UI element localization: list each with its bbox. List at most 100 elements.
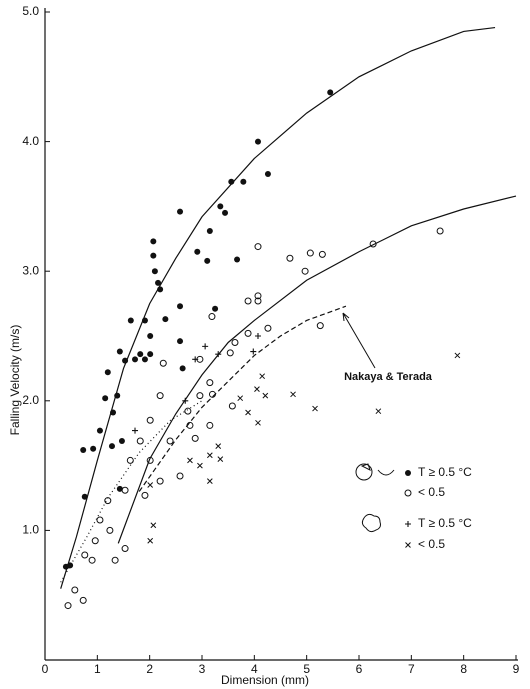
open-point xyxy=(254,292,262,300)
filled-point xyxy=(81,493,88,500)
open-point xyxy=(79,596,87,604)
plus-point xyxy=(405,521,411,527)
open-point xyxy=(126,456,134,464)
plus-point xyxy=(132,427,139,434)
graupel-icon xyxy=(355,463,373,481)
open-point xyxy=(286,254,294,262)
cross-point xyxy=(206,452,213,459)
filled-point xyxy=(118,437,125,444)
plus-point xyxy=(254,333,261,339)
plus-point xyxy=(192,356,199,363)
open-point xyxy=(404,489,412,497)
open-point xyxy=(176,472,184,480)
y-tick-label: 2.0 xyxy=(22,393,39,407)
cross-point xyxy=(375,408,382,415)
x-tick-label: 5 xyxy=(303,662,310,676)
cross-point xyxy=(197,462,203,469)
annotation-arrow xyxy=(342,312,376,369)
filled-point xyxy=(327,89,334,96)
filled-point xyxy=(132,356,139,363)
filled-point xyxy=(116,348,123,355)
filled-point xyxy=(155,279,162,286)
open-point xyxy=(64,602,72,610)
open-point xyxy=(436,227,444,235)
x-tick-label: 8 xyxy=(460,662,467,676)
filled-point xyxy=(108,443,115,450)
filled-point xyxy=(150,252,157,259)
open-point xyxy=(196,392,204,400)
cross-point xyxy=(150,522,157,529)
legend-label: T ≥ 0.5 °C xyxy=(418,516,472,530)
x-tick-label: 9 xyxy=(513,662,520,676)
open-point xyxy=(156,392,164,400)
open-point xyxy=(81,551,89,559)
graupel-icon xyxy=(377,469,395,476)
filled-point xyxy=(206,228,213,235)
filled-point xyxy=(137,351,144,358)
x-tick-label: 2 xyxy=(146,662,153,676)
cross-point xyxy=(454,352,461,359)
filled-point xyxy=(217,203,224,210)
cross-point xyxy=(262,392,269,399)
open-point xyxy=(369,240,377,248)
open-point xyxy=(231,338,239,346)
curve xyxy=(138,305,347,492)
filled-point xyxy=(222,209,229,216)
curve xyxy=(117,195,517,544)
filled-point xyxy=(80,447,87,454)
open-point xyxy=(254,297,262,305)
open-point xyxy=(71,586,79,594)
filled-point xyxy=(147,351,154,358)
cross-point xyxy=(237,395,244,402)
filled-point xyxy=(102,395,109,402)
legend-label: < 0.5 xyxy=(418,485,445,499)
open-point xyxy=(301,267,309,275)
filled-point xyxy=(254,138,261,145)
lump-icon xyxy=(361,513,381,533)
plus-point xyxy=(250,348,257,355)
cross-point xyxy=(405,542,411,548)
cross-point xyxy=(187,457,193,464)
legend-icons xyxy=(355,463,395,533)
cross-point xyxy=(255,419,261,426)
x-tick-label: 7 xyxy=(408,662,415,676)
open-point xyxy=(318,250,326,258)
cross-point xyxy=(217,456,224,462)
open-point xyxy=(146,416,154,424)
open-point xyxy=(106,526,114,534)
y-tick-label: 4.0 xyxy=(22,134,39,148)
filled-point xyxy=(177,208,184,215)
filled-point xyxy=(150,238,157,245)
open-point xyxy=(136,437,144,445)
open-point xyxy=(91,537,99,545)
filled-point xyxy=(405,470,411,476)
open-point xyxy=(208,313,216,321)
filled-point xyxy=(177,303,184,310)
filled-point xyxy=(141,356,148,363)
filled-point xyxy=(177,338,184,345)
open-point xyxy=(244,297,252,305)
open-point xyxy=(244,329,252,337)
open-point xyxy=(316,322,324,330)
y-tick-label: 5.0 xyxy=(22,4,39,18)
filled-point xyxy=(96,427,103,434)
open-point xyxy=(88,556,96,564)
legend-label: < 0.5 xyxy=(418,537,445,551)
open-point xyxy=(206,421,214,429)
filled-point xyxy=(234,256,241,263)
open-point xyxy=(156,477,164,485)
filled-point xyxy=(162,316,169,323)
open-point xyxy=(184,407,192,415)
filled-point xyxy=(179,365,186,372)
filled-point xyxy=(264,171,271,177)
annotation: Nakaya & Terada xyxy=(344,371,433,383)
x-axis-label: Dimension (mm) xyxy=(221,673,309,687)
x-tick-label: 0 xyxy=(42,662,49,676)
filled-point xyxy=(90,445,97,452)
cross-point xyxy=(245,409,251,416)
cross-point xyxy=(215,443,222,450)
curve xyxy=(60,400,203,583)
y-tick-label: 3.0 xyxy=(22,263,39,277)
open-point xyxy=(306,249,314,257)
